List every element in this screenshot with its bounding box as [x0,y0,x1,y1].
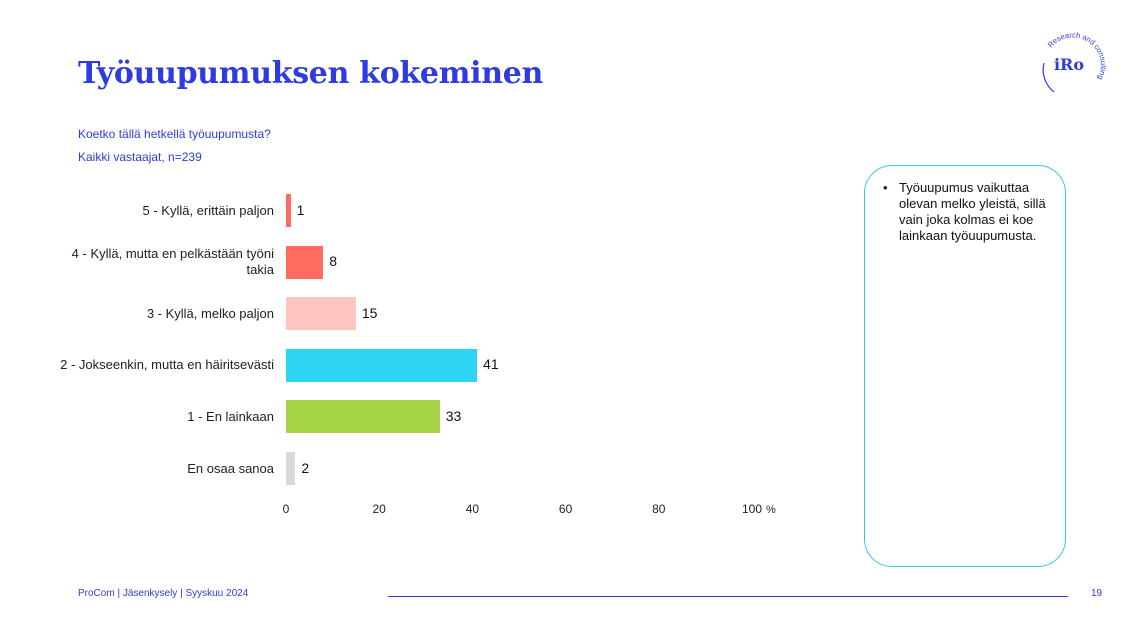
x-tick-label: 0 [282,502,290,516]
category-label: 3 - Kyllä, melko paljon [146,305,274,321]
page-title: Työuupumuksen kokeminen [78,56,544,91]
x-tick-label: 100 [741,502,763,516]
bar [286,297,356,331]
category-label: 5 - Kyllä, erittäin paljon [142,202,274,218]
footer-text: ProCom | Jäsenkysely | Syyskuu 2024 [78,588,249,599]
footer-divider [388,596,1068,597]
x-tick-label: 80 [652,502,666,516]
x-tick-label: 60 [558,502,573,516]
category-label: 4 - Kyllä, mutta en pelkästään työni tak… [71,246,274,278]
x-tick-label: 40 [465,502,480,516]
category-label: 2 - Jokseenkin, mutta en häiritsevästi [60,357,274,373]
page-number: 19 [1091,588,1103,599]
category-label: 1 - En lainkaan [187,408,274,424]
survey-question: Koetko tällä hetkellä työuupumusta? [78,127,271,141]
note-bullet: Työuupumus vaikuttaa olevan melko yleist… [883,180,1047,244]
note-box: Työuupumus vaikuttaa olevan melko yleist… [864,165,1066,567]
bar [286,452,296,485]
value-label: 41 [483,356,499,373]
value-label: 15 [361,304,378,321]
bar [286,245,324,279]
value-label: 1 [296,201,305,218]
bar [286,194,291,227]
x-tick-label: 20 [372,502,386,516]
logo-wordmark: iRo [1054,55,1084,74]
value-label: 33 [445,407,462,424]
bar [286,348,478,382]
note-list: Työuupumus vaikuttaa olevan melko yleist… [883,180,1047,244]
logo-ring-arc [1042,62,1055,93]
category-label: En osaa sanoa [187,460,274,476]
iro-logo: Research and consulting iRo [1042,30,1108,93]
value-label: 8 [329,253,338,270]
x-unit-label: % [766,504,776,516]
bar [286,400,440,434]
sample-description: Kaikki vastaajat, n=239 [78,150,202,164]
value-label: 2 [301,459,310,476]
